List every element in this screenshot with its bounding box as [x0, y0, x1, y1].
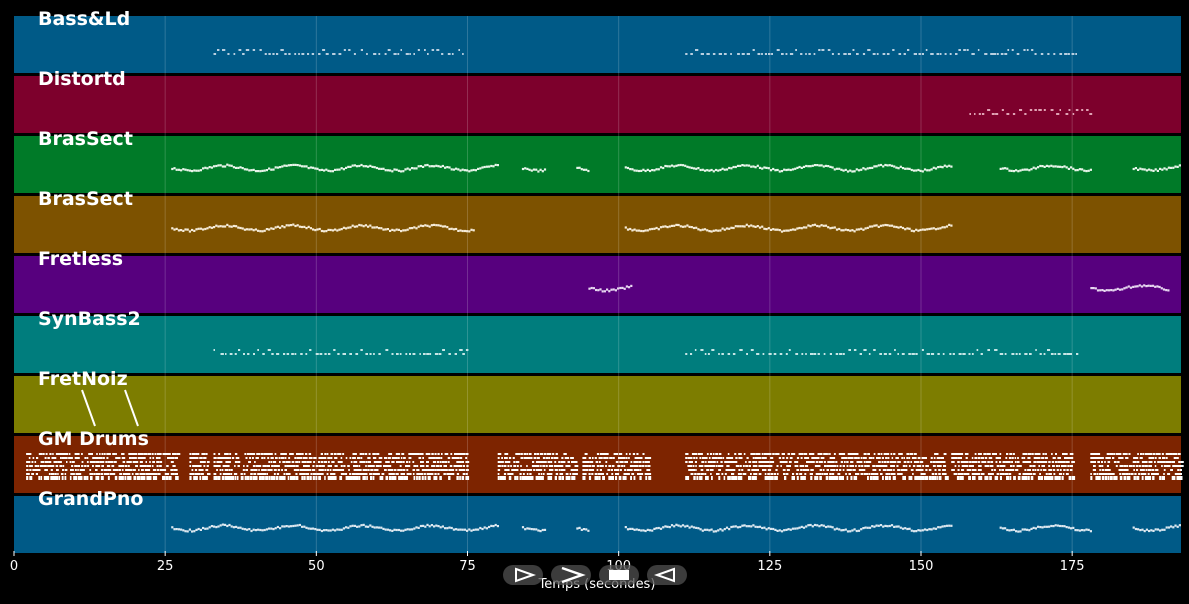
track-lane	[14, 316, 1181, 373]
note-segment	[26, 453, 181, 480]
note-segment	[576, 166, 590, 173]
note-segment	[624, 223, 953, 233]
play-outline-icon	[515, 567, 537, 583]
note-segment	[685, 349, 1079, 355]
note-segment	[685, 453, 949, 480]
track-lane	[14, 436, 1181, 493]
note-segment	[171, 223, 475, 233]
chevron-right-icon	[561, 566, 586, 584]
note-segment	[576, 526, 590, 532]
track-lane	[14, 76, 1181, 133]
stop-icon	[609, 570, 629, 580]
note-segment	[951, 453, 1076, 480]
x-tick-label: 175	[1059, 559, 1085, 574]
track-label: Distortd	[38, 68, 126, 90]
note-segment	[171, 163, 499, 173]
x-tick-label: 25	[156, 559, 174, 574]
track-label: Bass&Ld	[38, 8, 131, 30]
track-lane	[14, 196, 1181, 253]
stop-button[interactable]	[599, 565, 639, 585]
track-label: GM Drums	[38, 428, 149, 450]
play-button[interactable]	[503, 565, 543, 585]
track-label: BrasSect	[38, 128, 133, 150]
annotation-arrow	[81, 389, 96, 427]
time-grid	[164, 16, 1073, 553]
track-label: SynBass2	[38, 308, 141, 330]
annotation-arrows	[81, 389, 139, 427]
note-segment	[189, 453, 211, 480]
note-segment	[1132, 524, 1181, 533]
track-lane	[14, 16, 1181, 73]
track-lanes	[14, 16, 1181, 553]
track-label: FretNoiz	[38, 368, 128, 390]
rewind-icon	[653, 567, 675, 583]
track-label: Fretless	[38, 248, 124, 270]
note-segment	[521, 167, 547, 173]
note-segment	[1132, 164, 1181, 172]
rewind-button[interactable]	[647, 565, 687, 585]
note-segment	[213, 49, 464, 55]
forward-button[interactable]	[551, 565, 591, 585]
x-tick-label: 50	[308, 559, 325, 574]
note-segment	[624, 523, 953, 533]
note-segment	[213, 349, 469, 355]
note-segment	[497, 453, 579, 480]
note-segment	[1090, 453, 1184, 480]
note-segment	[624, 163, 953, 173]
x-tick-label: 75	[459, 559, 476, 574]
annotation-arrow	[124, 389, 139, 427]
note-segment	[213, 453, 470, 480]
note-segment	[685, 49, 1077, 55]
note-segment	[521, 526, 547, 533]
note-segment	[999, 164, 1092, 173]
note-segment	[171, 523, 499, 533]
x-axis	[13, 551, 1073, 556]
note-marks	[26, 49, 1184, 533]
track-label: BrasSect	[38, 188, 133, 210]
note-segment	[588, 284, 633, 293]
track-lane	[14, 496, 1181, 553]
note-segment	[582, 453, 652, 480]
track-label: GrandPno	[38, 488, 144, 510]
x-tick-label: 150	[908, 559, 934, 574]
note-segment	[999, 524, 1092, 533]
track-lane	[14, 136, 1181, 193]
note-segment	[969, 109, 1093, 115]
x-tick-label: 125	[757, 559, 783, 574]
x-tick-label: 0	[9, 559, 19, 574]
track-lane	[14, 256, 1181, 313]
track-lane	[14, 376, 1181, 433]
note-segment	[1090, 284, 1170, 292]
